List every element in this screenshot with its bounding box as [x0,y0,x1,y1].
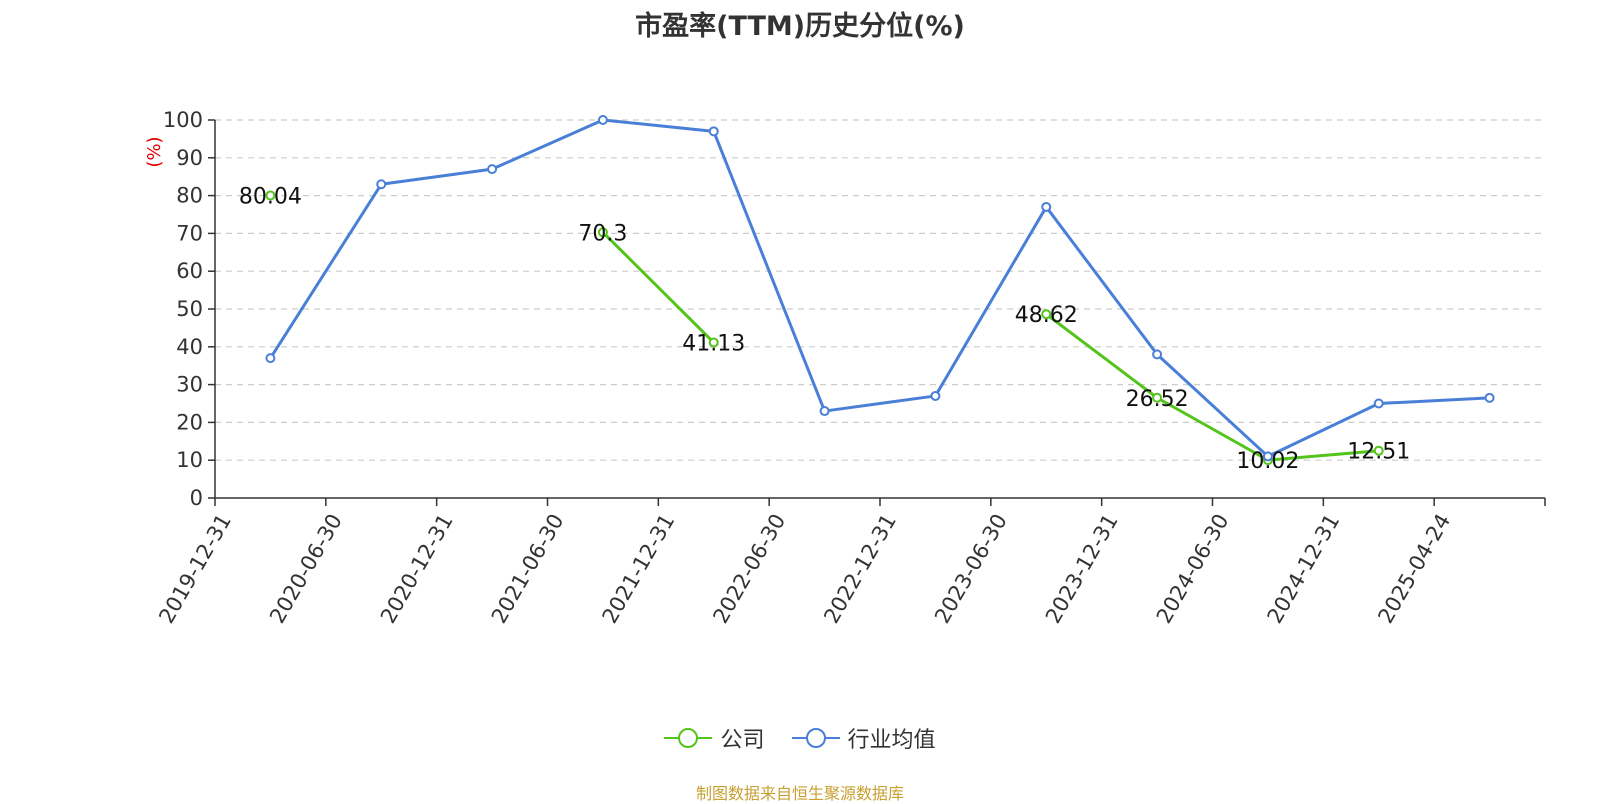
legend-label-company: 公司 [720,728,765,753]
y-tick-label: 90 [176,146,203,170]
y-tick-label: 50 [176,297,203,321]
data-label: 70.3 [578,221,627,246]
data-point [708,337,719,348]
data-point [1373,445,1384,456]
y-tick-label: 60 [176,259,203,283]
source-note: 制图数据来自恒生聚源数据库 [695,784,904,803]
data-point [1262,451,1273,462]
y-tick-label: 40 [176,335,203,359]
data-point [376,179,387,190]
legend-line-circle-icon [791,728,840,748]
x-tick-label: 2025-04-24 [1373,510,1455,628]
data-point [1484,392,1495,403]
x-tick-label: 2022-06-30 [708,510,790,628]
series-line [1045,313,1379,462]
legend-item-company[interactable]: 公司 [664,722,765,754]
series [265,115,1495,466]
series-0 [265,190,1384,466]
y-tick-label: 20 [176,410,203,434]
x-tick-label: 2023-12-31 [1041,510,1123,628]
data-label: 10.02 [1236,449,1299,474]
data-point [1041,309,1052,320]
x-tick-label: 2020-06-30 [265,510,347,628]
x-tick-label: 2022-12-31 [819,510,901,628]
data-point [708,126,719,137]
x-tick-label: 2024-06-30 [1152,510,1234,628]
data-point [597,115,608,125]
y-tick-label: 10 [176,448,203,472]
y-tick-label: 80 [176,184,203,208]
data-point [1152,349,1163,360]
legend-line-circle-icon [664,728,713,748]
series-1 [265,115,1495,462]
x-tick-label: 2021-06-30 [487,510,569,628]
y-tick-label: 70 [176,221,203,245]
y-tick-label: 100 [163,108,203,132]
x-tick-label: 2023-06-30 [930,510,1012,628]
data-point [930,390,941,401]
x-tick-label: 2024-12-31 [1263,510,1345,628]
data-label: 48.62 [1015,303,1078,328]
data-point [1041,201,1052,212]
data-point [1152,392,1163,403]
y-tick-label: 30 [176,373,203,397]
x-tick-label: 2019-12-31 [154,510,236,628]
axes: 0 10 20 30 40 50 60 70 80 90 100 2019-12-31 2020-06-… [154,108,1546,628]
legend-label-industry-avg: 行业均值 [847,728,936,753]
data-label: 26.52 [1126,387,1189,412]
data-point [597,227,608,238]
y-axis-label: (%) [144,136,165,167]
data-label: 12.51 [1347,440,1410,465]
data-point [487,164,498,175]
legend: 公司 行业均值 [0,722,1600,756]
y-tick-label: 0 [190,486,203,510]
data-label: 41.13 [682,332,745,357]
line-chart: 0 10 20 30 40 50 60 70 80 90 100 2019-12-31 2020-06-… [144,108,1546,628]
data-point [265,353,276,364]
data-point [265,190,276,201]
data-labels: 80.04 70.3 41.13 48.62 26.52 10.02 12.51 [239,184,1410,474]
chart-title: 市盈率(TTM)历史分位(%) [635,11,965,42]
data-point [819,406,830,417]
data-point [1373,398,1384,409]
legend-item-industry-avg[interactable]: 行业均值 [791,722,936,754]
x-tick-label: 2021-12-31 [598,510,680,628]
x-tick-label: 2020-12-31 [376,510,458,628]
grid-lines [215,119,1545,461]
series-line [601,231,715,344]
series-line [269,118,1490,458]
data-label: 80.04 [239,184,302,209]
